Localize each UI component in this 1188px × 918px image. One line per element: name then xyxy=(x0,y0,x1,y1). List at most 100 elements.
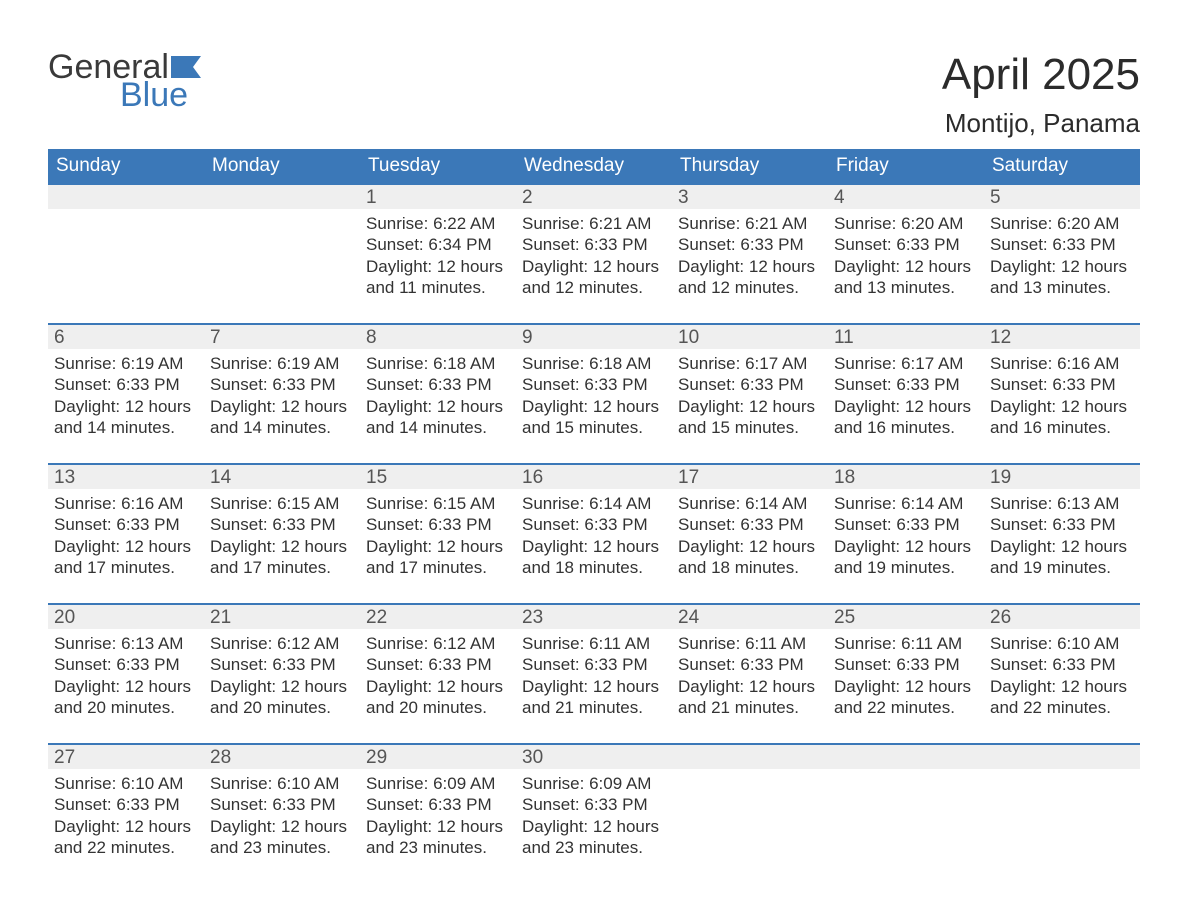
day-body: Sunrise: 6:19 AMSunset: 6:33 PMDaylight:… xyxy=(204,349,360,442)
calendar-cell: 19Sunrise: 6:13 AMSunset: 6:33 PMDayligh… xyxy=(984,463,1140,603)
day-number-bar: 10 xyxy=(672,323,828,349)
day-number-bar xyxy=(204,183,360,209)
sunrise-line: Sunrise: 6:17 AM xyxy=(834,353,978,374)
calendar-cell: 29Sunrise: 6:09 AMSunset: 6:33 PMDayligh… xyxy=(360,743,516,883)
day-number-bar: 27 xyxy=(48,743,204,769)
title-block: April 2025 Montijo, Panama xyxy=(942,50,1140,139)
daylight-line: Daylight: 12 hours and 17 minutes. xyxy=(210,536,354,579)
sunrise-line: Sunrise: 6:17 AM xyxy=(678,353,822,374)
day-body: Sunrise: 6:09 AMSunset: 6:33 PMDaylight:… xyxy=(360,769,516,862)
calendar-cell: 16Sunrise: 6:14 AMSunset: 6:33 PMDayligh… xyxy=(516,463,672,603)
daylight-line: Daylight: 12 hours and 17 minutes. xyxy=(54,536,198,579)
sunset-line: Sunset: 6:33 PM xyxy=(834,654,978,675)
day-body: Sunrise: 6:14 AMSunset: 6:33 PMDaylight:… xyxy=(672,489,828,582)
sunrise-line: Sunrise: 6:19 AM xyxy=(54,353,198,374)
day-body: Sunrise: 6:15 AMSunset: 6:33 PMDaylight:… xyxy=(360,489,516,582)
calendar-cell: 9Sunrise: 6:18 AMSunset: 6:33 PMDaylight… xyxy=(516,323,672,463)
day-number-bar: 17 xyxy=(672,463,828,489)
calendar-cell: 24Sunrise: 6:11 AMSunset: 6:33 PMDayligh… xyxy=(672,603,828,743)
sunset-line: Sunset: 6:33 PM xyxy=(366,514,510,535)
sunset-line: Sunset: 6:33 PM xyxy=(54,794,198,815)
logo-word2: Blue xyxy=(120,78,188,112)
day-body: Sunrise: 6:18 AMSunset: 6:33 PMDaylight:… xyxy=(516,349,672,442)
day-body: Sunrise: 6:15 AMSunset: 6:33 PMDaylight:… xyxy=(204,489,360,582)
sunset-line: Sunset: 6:33 PM xyxy=(990,514,1134,535)
sunset-line: Sunset: 6:33 PM xyxy=(678,514,822,535)
sunrise-line: Sunrise: 6:16 AM xyxy=(54,493,198,514)
calendar-week-row: 1Sunrise: 6:22 AMSunset: 6:34 PMDaylight… xyxy=(48,183,1140,323)
day-body: Sunrise: 6:18 AMSunset: 6:33 PMDaylight:… xyxy=(360,349,516,442)
title-location: Montijo, Panama xyxy=(942,108,1140,139)
day-body: Sunrise: 6:22 AMSunset: 6:34 PMDaylight:… xyxy=(360,209,516,302)
day-body xyxy=(984,769,1140,777)
day-number-bar: 24 xyxy=(672,603,828,629)
calendar-cell xyxy=(828,743,984,883)
sunset-line: Sunset: 6:33 PM xyxy=(366,654,510,675)
sunset-line: Sunset: 6:33 PM xyxy=(522,654,666,675)
day-number-bar: 28 xyxy=(204,743,360,769)
day-body: Sunrise: 6:16 AMSunset: 6:33 PMDaylight:… xyxy=(48,489,204,582)
daylight-line: Daylight: 12 hours and 19 minutes. xyxy=(990,536,1134,579)
sunrise-line: Sunrise: 6:12 AM xyxy=(210,633,354,654)
sunrise-line: Sunrise: 6:09 AM xyxy=(522,773,666,794)
weekday-monday: Monday xyxy=(204,149,360,183)
calendar-cell xyxy=(672,743,828,883)
title-month: April 2025 xyxy=(942,50,1140,100)
daylight-line: Daylight: 12 hours and 22 minutes. xyxy=(54,816,198,859)
sunset-line: Sunset: 6:33 PM xyxy=(678,654,822,675)
day-number-bar: 3 xyxy=(672,183,828,209)
calendar-week-row: 13Sunrise: 6:16 AMSunset: 6:33 PMDayligh… xyxy=(48,463,1140,603)
weekday-tuesday: Tuesday xyxy=(360,149,516,183)
daylight-line: Daylight: 12 hours and 12 minutes. xyxy=(678,256,822,299)
daylight-line: Daylight: 12 hours and 22 minutes. xyxy=(990,676,1134,719)
sunset-line: Sunset: 6:33 PM xyxy=(678,374,822,395)
calendar-cell: 28Sunrise: 6:10 AMSunset: 6:33 PMDayligh… xyxy=(204,743,360,883)
sunrise-line: Sunrise: 6:13 AM xyxy=(990,493,1134,514)
sunrise-line: Sunrise: 6:19 AM xyxy=(210,353,354,374)
calendar-cell: 17Sunrise: 6:14 AMSunset: 6:33 PMDayligh… xyxy=(672,463,828,603)
calendar-cell: 20Sunrise: 6:13 AMSunset: 6:33 PMDayligh… xyxy=(48,603,204,743)
daylight-line: Daylight: 12 hours and 20 minutes. xyxy=(366,676,510,719)
day-number-bar: 4 xyxy=(828,183,984,209)
daylight-line: Daylight: 12 hours and 18 minutes. xyxy=(522,536,666,579)
day-body: Sunrise: 6:20 AMSunset: 6:33 PMDaylight:… xyxy=(828,209,984,302)
day-body: Sunrise: 6:11 AMSunset: 6:33 PMDaylight:… xyxy=(828,629,984,722)
daylight-line: Daylight: 12 hours and 22 minutes. xyxy=(834,676,978,719)
daylight-line: Daylight: 12 hours and 12 minutes. xyxy=(522,256,666,299)
sunset-line: Sunset: 6:33 PM xyxy=(522,374,666,395)
sunrise-line: Sunrise: 6:21 AM xyxy=(522,213,666,234)
sunrise-line: Sunrise: 6:10 AM xyxy=(990,633,1134,654)
calendar-cell: 15Sunrise: 6:15 AMSunset: 6:33 PMDayligh… xyxy=(360,463,516,603)
day-number-bar: 21 xyxy=(204,603,360,629)
sunset-line: Sunset: 6:33 PM xyxy=(210,794,354,815)
day-body: Sunrise: 6:12 AMSunset: 6:33 PMDaylight:… xyxy=(360,629,516,722)
sunrise-line: Sunrise: 6:13 AM xyxy=(54,633,198,654)
day-number-bar: 2 xyxy=(516,183,672,209)
day-body: Sunrise: 6:10 AMSunset: 6:33 PMDaylight:… xyxy=(984,629,1140,722)
calendar-body: 1Sunrise: 6:22 AMSunset: 6:34 PMDaylight… xyxy=(48,183,1140,883)
day-body: Sunrise: 6:09 AMSunset: 6:33 PMDaylight:… xyxy=(516,769,672,862)
sunrise-line: Sunrise: 6:10 AM xyxy=(54,773,198,794)
daylight-line: Daylight: 12 hours and 20 minutes. xyxy=(54,676,198,719)
sunset-line: Sunset: 6:33 PM xyxy=(366,374,510,395)
calendar-cell xyxy=(204,183,360,323)
day-number-bar: 29 xyxy=(360,743,516,769)
calendar-cell: 2Sunrise: 6:21 AMSunset: 6:33 PMDaylight… xyxy=(516,183,672,323)
daylight-line: Daylight: 12 hours and 14 minutes. xyxy=(210,396,354,439)
calendar-cell: 25Sunrise: 6:11 AMSunset: 6:33 PMDayligh… xyxy=(828,603,984,743)
calendar-cell: 7Sunrise: 6:19 AMSunset: 6:33 PMDaylight… xyxy=(204,323,360,463)
sunrise-line: Sunrise: 6:18 AM xyxy=(522,353,666,374)
day-number-bar: 6 xyxy=(48,323,204,349)
sunrise-line: Sunrise: 6:14 AM xyxy=(834,493,978,514)
daylight-line: Daylight: 12 hours and 23 minutes. xyxy=(366,816,510,859)
calendar-head: Sunday Monday Tuesday Wednesday Thursday… xyxy=(48,149,1140,183)
calendar-cell: 27 Sunrise: 6:10 AMSunset: 6:33 PMDayligh… xyxy=(48,743,204,883)
calendar-cell: 4Sunrise: 6:20 AMSunset: 6:33 PMDaylight… xyxy=(828,183,984,323)
sunrise-line: Sunrise: 6:22 AM xyxy=(366,213,510,234)
weekday-sunday: Sunday xyxy=(48,149,204,183)
day-number-bar: 23 xyxy=(516,603,672,629)
daylight-line: Daylight: 12 hours and 14 minutes. xyxy=(54,396,198,439)
day-body: Sunrise: 6:10 AMSunset: 6:33 PMDaylight:… xyxy=(204,769,360,862)
daylight-line: Daylight: 12 hours and 15 minutes. xyxy=(522,396,666,439)
weekday-friday: Friday xyxy=(828,149,984,183)
